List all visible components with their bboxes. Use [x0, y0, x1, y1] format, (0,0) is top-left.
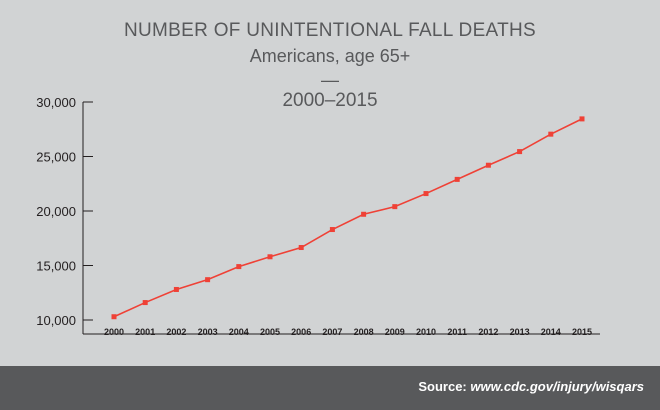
x-tick-label: 2009 [385, 327, 405, 337]
data-point [579, 116, 585, 122]
data-point [517, 149, 523, 155]
x-tick-label: 2003 [198, 327, 218, 337]
x-tick-label: 2006 [291, 327, 311, 337]
data-point [173, 286, 179, 292]
y-tick-label: 20,000 [36, 204, 76, 219]
x-tick-label: 2012 [478, 327, 498, 337]
source-credit: Source: www.cdc.gov/injury/wisqars [418, 379, 644, 394]
x-tick-label: 2007 [322, 327, 342, 337]
x-tick-label: 2010 [416, 327, 436, 337]
data-point [205, 277, 211, 283]
x-tick-label: 2005 [260, 327, 280, 337]
x-tick-label: 2015 [572, 327, 592, 337]
data-point [111, 314, 117, 320]
chart-subtitle: Americans, age 65+ [249, 46, 411, 66]
footer-bar: Source: www.cdc.gov/injury/wisqars [0, 366, 660, 410]
chart-period: 2000–2015 [282, 90, 378, 111]
x-tick-label: 2001 [135, 327, 155, 337]
y-tick-label: 10,000 [36, 313, 76, 328]
chart-axes [82, 102, 600, 335]
source-url: www.cdc.gov/injury/wisqars [470, 379, 644, 394]
series-line [113, 118, 583, 318]
data-point [142, 300, 148, 306]
x-axis-ticks: 2000 2001 2002 2003 2004 2005 2006 2007 2008 2009… [104, 327, 592, 337]
data-point [392, 204, 398, 210]
data-point [236, 264, 242, 270]
x-tick-label: 2004 [229, 327, 249, 337]
data-point [485, 162, 491, 168]
data-point [361, 211, 367, 217]
data-point [454, 176, 460, 182]
y-tick-label: 25,000 [36, 150, 76, 165]
x-tick-label: 2008 [354, 327, 374, 337]
x-tick-label: 2013 [510, 327, 530, 337]
data-point [267, 254, 273, 260]
data-point [298, 245, 304, 251]
chart-title: NUMBER OF UNINTENTIONAL FALL DEATHS [123, 20, 536, 41]
data-point [548, 131, 554, 137]
y-tick-label: 15,000 [36, 259, 76, 274]
series-layer [111, 116, 585, 320]
title-separator: — [321, 70, 339, 90]
data-point [423, 191, 429, 197]
x-tick-label: 2000 [104, 327, 124, 337]
y-tick-label: 30,000 [36, 95, 76, 110]
x-tick-label: 2011 [447, 327, 467, 337]
x-tick-label: 2002 [166, 327, 186, 337]
data-point [329, 227, 335, 233]
source-label: Source: [418, 379, 471, 394]
x-tick-label: 2014 [541, 327, 561, 337]
y-axis-ticks: 10,000 15,000 20,000 25,000 30,000 [36, 95, 93, 328]
